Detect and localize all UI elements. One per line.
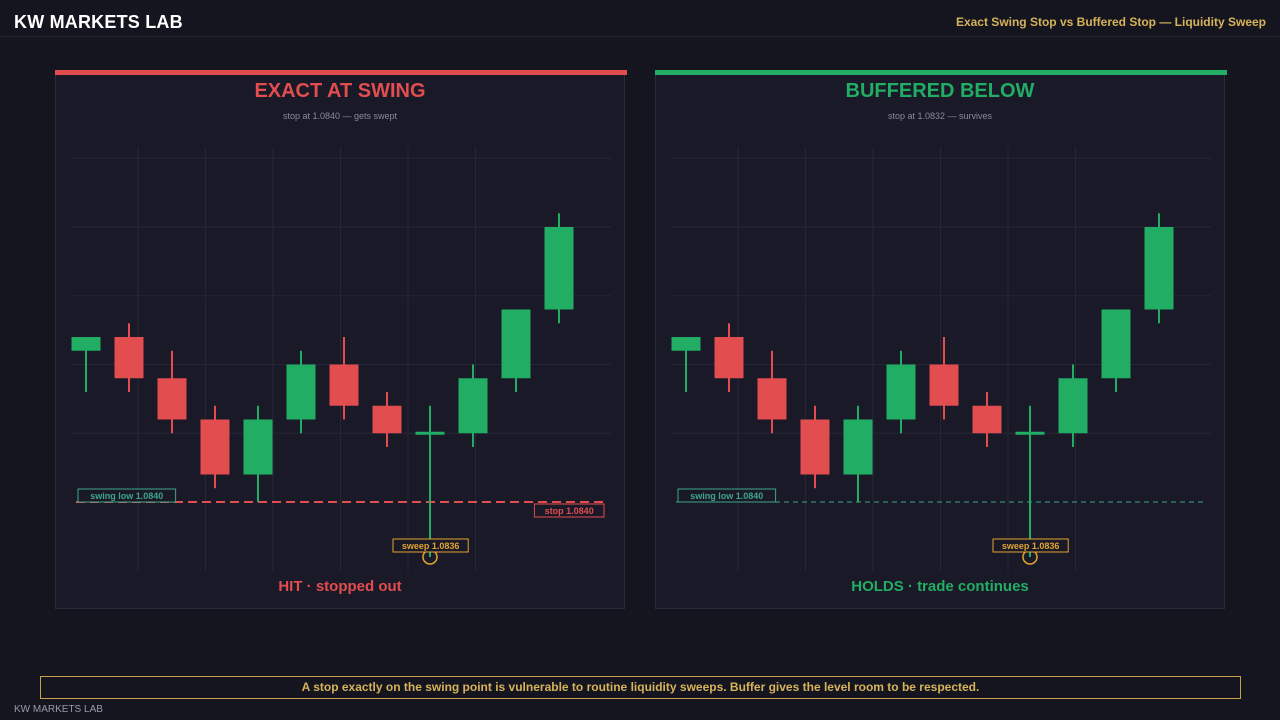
panel-title: EXACT AT SWING [254, 80, 426, 102]
footer-note: A stop exactly on the swing point is vul… [40, 676, 1241, 699]
candle-body [972, 405, 1002, 434]
panel-exact-at-swing: swing low 1.0840 sweep 1.0836 stop 1.0840 … [55, 70, 627, 609]
panel-result: HOLDS · trade continues [851, 578, 1029, 595]
candle-body [71, 337, 101, 351]
sweep-label: sweep 1.0836 [392, 538, 469, 553]
candle-body [1101, 309, 1131, 379]
candle-body [157, 378, 187, 420]
candlestick-chart: swing low 1.0840 sweep 1.0836 stop 1.0840 [71, 147, 611, 571]
swing-low-label-text: swing low 1.0840 [690, 491, 763, 501]
headline: Exact Swing Stop vs Buffered Stop — Liqu… [955, 15, 1266, 29]
watermark: KW MARKETS LAB [14, 704, 103, 715]
candle-body [714, 337, 744, 379]
candle-body [886, 364, 916, 420]
top-bar: KW MARKETS LAB Exact Swing Stop vs Buffe… [0, 0, 1280, 37]
panel-accent-bar [55, 70, 627, 75]
candle-body [458, 378, 488, 434]
sweep-label-box [992, 538, 1069, 553]
candle-body [415, 431, 445, 435]
panel-result: HIT · stopped out [278, 578, 402, 595]
swing-low-label-box [677, 488, 777, 503]
candle-body [800, 419, 830, 475]
panel-subtitle: stop at 1.0832 — survives [887, 111, 993, 121]
candle-body [200, 419, 230, 475]
candle-body [1058, 378, 1088, 434]
stop-label-box [533, 503, 605, 518]
stop-label-text: stop 1.0840 [545, 506, 594, 516]
sweep-label-text: sweep 1.0836 [402, 541, 460, 551]
swing-low-label: swing low 1.0840 [77, 488, 177, 503]
candle-body [929, 364, 959, 406]
brand-title: KW MARKETS LAB [14, 12, 183, 32]
swing-low-label: swing low 1.0840 [677, 488, 777, 503]
candle-body [1015, 431, 1045, 435]
sweep-label-text: sweep 1.0836 [1002, 541, 1060, 551]
panel-accent-bar [655, 70, 1227, 75]
panel-subtitle: stop at 1.0840 — gets swept [282, 111, 398, 121]
candle-body [329, 364, 359, 406]
candle-body [372, 405, 402, 434]
candle-body [243, 419, 273, 475]
stop-label: stop 1.0840 [533, 503, 605, 518]
candle-body [757, 378, 787, 420]
candle-body [1144, 227, 1174, 310]
candle-body [843, 419, 873, 475]
candle-body [286, 364, 316, 420]
candle-body [544, 227, 574, 310]
swing-low-label-text: swing low 1.0840 [90, 491, 163, 501]
sweep-label: sweep 1.0836 [992, 538, 1069, 553]
candle-body [671, 337, 701, 351]
panel-title: BUFFERED BELOW [845, 80, 1035, 102]
sweep-label-box [392, 538, 469, 553]
swing-low-label-box [77, 488, 177, 503]
candle-body [501, 309, 531, 379]
candle-body [114, 337, 144, 379]
